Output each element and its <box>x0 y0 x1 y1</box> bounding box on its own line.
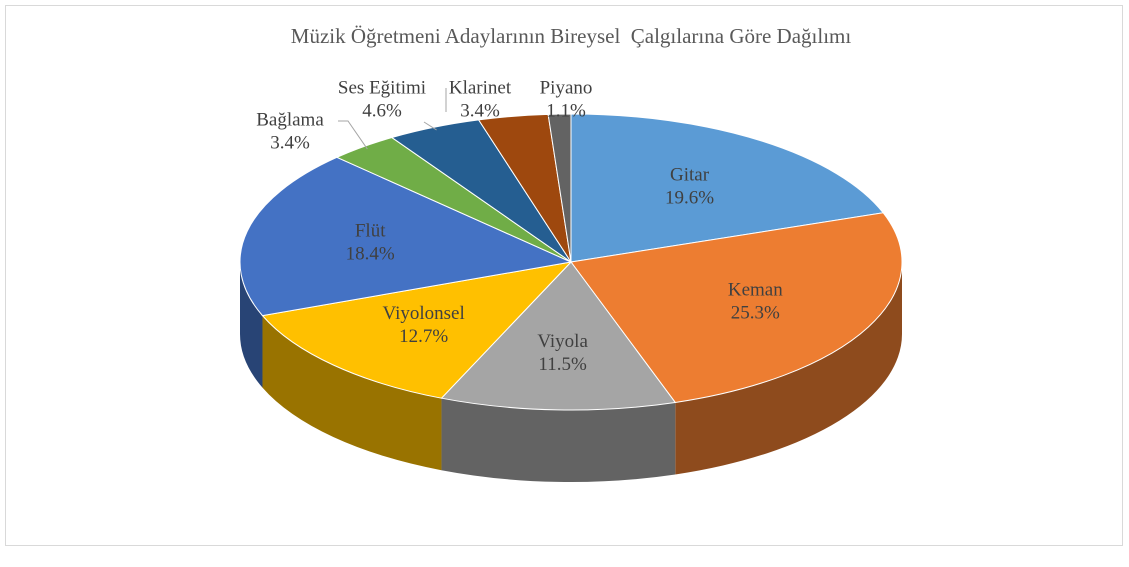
slice <box>570 212 903 404</box>
data-label-name: Viyolonsel <box>383 303 465 324</box>
data-label-name: Klarinet <box>449 77 512 98</box>
data-label-name: Bağlama <box>256 109 324 130</box>
leader-line <box>423 121 437 131</box>
data-label-name: Viyola <box>537 331 588 352</box>
data-label-name: Gitar <box>670 164 710 185</box>
chart-title: Müzik Öğretmeni Adaylarının Bireysel Çal… <box>291 24 852 48</box>
data-label: 1.1% <box>546 100 586 121</box>
slice-side <box>240 262 263 388</box>
slice <box>239 156 573 317</box>
data-label: 12.7% <box>399 326 448 347</box>
data-label: 19.6% <box>665 187 714 208</box>
data-label: 3.4% <box>270 132 310 153</box>
slice <box>261 261 573 399</box>
data-label-name: Flüt <box>355 220 386 241</box>
data-label: 11.5% <box>538 354 587 375</box>
data-label-name: Keman <box>728 280 783 301</box>
data-label: 25.3% <box>731 303 780 324</box>
leader-line <box>338 120 368 150</box>
slice-side <box>441 398 676 482</box>
slice-side <box>262 315 442 471</box>
data-label-name: Ses Eğitimi <box>338 77 426 98</box>
data-label: 18.4% <box>346 243 395 264</box>
slice <box>440 261 677 411</box>
slice <box>547 113 572 263</box>
data-label: 4.6% <box>362 100 402 121</box>
data-label-name: Piyano <box>540 77 593 98</box>
slice-side <box>675 262 902 475</box>
data-label: 3.4% <box>460 100 500 121</box>
